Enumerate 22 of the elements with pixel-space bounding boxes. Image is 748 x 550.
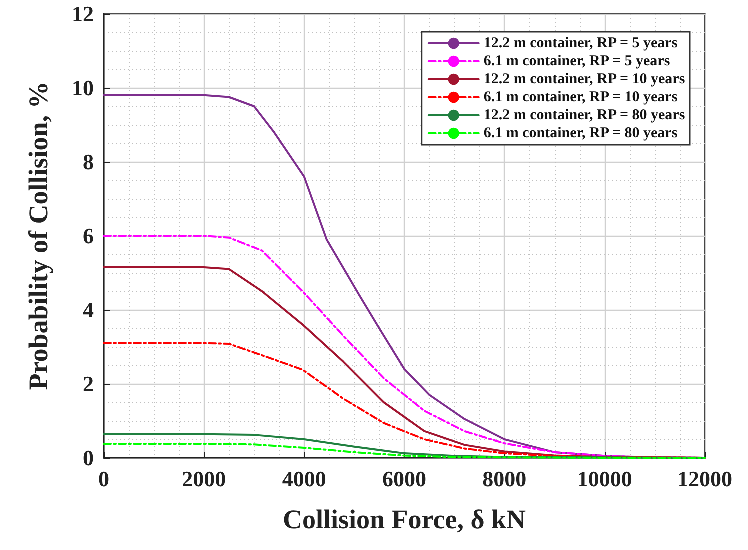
x-tick-label: 12000 bbox=[678, 466, 732, 492]
legend-label: 6.1 m container, RP = 10 years bbox=[484, 90, 678, 106]
y-tick-label: 10 bbox=[72, 76, 94, 100]
x-tick-label: 6000 bbox=[382, 466, 426, 492]
legend-label: 12.2 m container, RP = 80 years bbox=[484, 108, 686, 124]
x-tick-label: 0 bbox=[98, 466, 110, 492]
x-tick-label: 4000 bbox=[282, 466, 326, 492]
y-tick-label: 8 bbox=[83, 150, 94, 174]
x-tick-label: 10000 bbox=[577, 466, 632, 492]
x-tick-label: 8000 bbox=[482, 466, 527, 492]
legend-label: 12.2 m container, RP = 10 years bbox=[484, 72, 686, 88]
y-tick-label: 4 bbox=[83, 298, 94, 322]
y-tick-label: 0 bbox=[83, 446, 94, 470]
y-tick-label: 12 bbox=[72, 2, 94, 26]
y-axis-title: Probability of Collision, % bbox=[24, 82, 54, 390]
y-tick-label: 2 bbox=[83, 372, 94, 396]
x-tick-label: 2000 bbox=[182, 466, 226, 492]
legend-label: 12.2 m container, RP = 5 years bbox=[484, 36, 678, 52]
legend-label: 6.1 m container, RP = 80 years bbox=[484, 126, 678, 142]
legend-label: 6.1 m container, RP = 5 years bbox=[484, 54, 670, 70]
x-axis-title: Collision Force, δ kN bbox=[282, 504, 527, 534]
y-tick-label: 6 bbox=[83, 224, 94, 248]
